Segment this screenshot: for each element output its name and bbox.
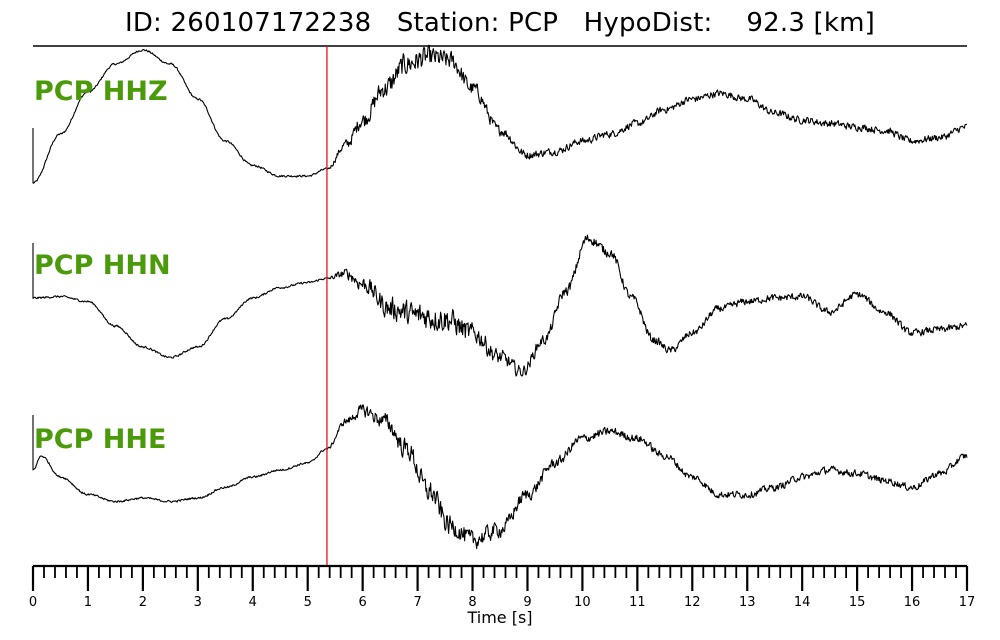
traces-group: PCP HHZ PCP HHN PCP HHE xyxy=(32,44,968,566)
title-hypodist-label: HypoDist: xyxy=(583,8,713,38)
x-tick-label: 3 xyxy=(194,595,202,610)
x-tick-label: 1 xyxy=(84,595,92,610)
x-axis-label: Time [s] xyxy=(466,608,532,627)
trace-pcp-hhe xyxy=(32,404,968,550)
trace-label-pcp-hhn: PCP HHN xyxy=(34,250,171,281)
x-tick-label: 13 xyxy=(739,595,756,610)
x-tick-label: 14 xyxy=(794,595,811,610)
x-tick-label: 10 xyxy=(574,595,591,610)
x-tick-label: 11 xyxy=(629,595,646,610)
x-tick-label: 7 xyxy=(413,595,421,610)
x-tick-label: 6 xyxy=(359,595,367,610)
trace-label-pcp-hhe: PCP HHE xyxy=(34,424,166,455)
title-id-value: 260107172238 xyxy=(170,8,372,38)
title-hypodist-value: 92.3 xyxy=(746,8,806,38)
title-id-label: ID: xyxy=(124,8,163,38)
x-tick-label: 12 xyxy=(684,595,701,610)
chart-title: ID: 260107172238 Station: PCP HypoDist: … xyxy=(0,8,1000,38)
title-station-value: PCP xyxy=(508,8,559,38)
x-tick-label: 15 xyxy=(849,595,866,610)
x-tick-label: 0 xyxy=(29,595,37,610)
x-tick-label: 5 xyxy=(304,595,312,610)
x-tick-label: 17 xyxy=(959,595,976,610)
x-tick-label: 9 xyxy=(523,595,531,610)
trace-pcp-hhn xyxy=(32,234,968,377)
x-tick-label: 4 xyxy=(249,595,257,610)
x-tick-label: 8 xyxy=(468,595,476,610)
x-tick-label: 16 xyxy=(904,595,921,610)
trace-label-pcp-hhz: PCP HHZ xyxy=(34,76,168,107)
trace-pcp-hhz xyxy=(32,44,968,184)
title-hypodist-unit: [km] xyxy=(813,8,876,38)
x-tick-label: 2 xyxy=(139,595,147,610)
title-station-label: Station: xyxy=(396,8,500,38)
